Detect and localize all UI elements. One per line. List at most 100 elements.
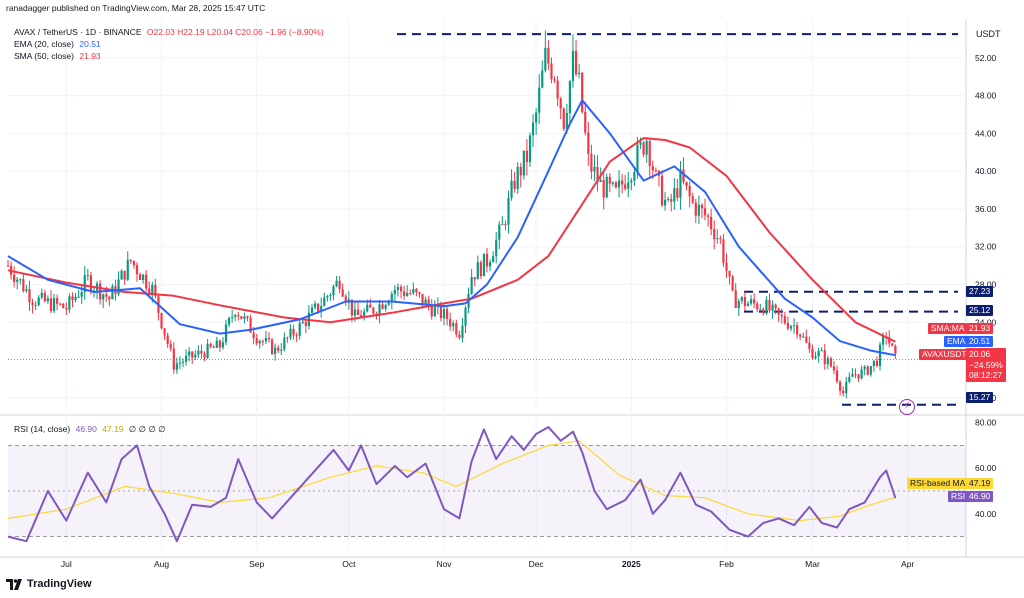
price-axis-tick: 44.00	[975, 128, 997, 138]
rsi-axis-value: 46.90	[966, 491, 994, 502]
candle-body	[498, 224, 501, 240]
rsi-ma-legend-value: 47.19	[102, 424, 124, 434]
tradingview-brand: TradingView	[27, 578, 92, 590]
candle-body	[326, 296, 329, 298]
candle-body	[16, 279, 19, 282]
candle-body	[826, 358, 829, 365]
candle-body	[289, 328, 292, 338]
candle-body	[510, 180, 513, 198]
candle-body	[301, 321, 304, 324]
candle-body	[194, 354, 197, 358]
level-label-1527: 15.27	[966, 392, 994, 403]
candle-body	[363, 311, 366, 318]
candle-body	[445, 309, 449, 319]
candle-body	[56, 298, 59, 304]
candle-body	[191, 351, 194, 358]
candle-body	[430, 305, 433, 317]
candle-body	[559, 98, 562, 109]
candle-body	[71, 296, 74, 301]
publisher-line: ranadagger published on TradingView.com,…	[6, 3, 266, 13]
candle-body	[335, 280, 338, 287]
candle-body	[556, 80, 559, 99]
ema-legend-label: EMA (20, close)	[14, 39, 74, 49]
candle-body	[320, 306, 323, 312]
sma-legend[interactable]: SMA (50, close) 21.93	[14, 51, 101, 62]
price-axis-tick: 48.00	[975, 91, 997, 101]
candle-body	[673, 188, 676, 202]
candle-body	[298, 323, 301, 336]
candle-body	[212, 346, 215, 348]
candle-body	[501, 224, 504, 226]
ema-axis-value: 20.51	[966, 336, 994, 347]
candle-body	[304, 321, 307, 326]
candle-body	[25, 289, 28, 292]
candle-body	[86, 275, 89, 277]
candle-body	[338, 280, 341, 290]
candle-body	[651, 166, 654, 171]
candle-body	[891, 343, 894, 347]
candle-body	[399, 286, 403, 292]
candle-body	[700, 204, 704, 209]
candle-body	[485, 253, 489, 267]
candle-body	[823, 350, 826, 365]
candle-body	[663, 199, 667, 206]
candle-body	[507, 197, 510, 225]
candle-body	[332, 286, 335, 296]
candle-body	[148, 288, 151, 295]
candle-body	[777, 308, 780, 315]
candle-body	[872, 360, 875, 367]
candle-body	[381, 304, 384, 309]
candle-body	[402, 291, 406, 296]
candle-body	[762, 309, 765, 314]
candle-body	[759, 309, 762, 311]
pair-axis-box: 20.06 −24.59% 08:12:27	[966, 348, 1006, 382]
rsi-axis-tick: 80.00	[975, 418, 997, 428]
candle-body	[866, 366, 869, 375]
symbol-title: AVAX / TetherUS · 1D · BINANCE	[14, 27, 142, 37]
candle-body	[221, 342, 225, 348]
candle-body	[46, 298, 50, 302]
candle-body	[108, 296, 111, 300]
candle-body	[525, 150, 529, 163]
candle-body	[286, 337, 289, 339]
candle-body	[246, 316, 249, 318]
candle-body	[688, 186, 691, 197]
candle-body	[261, 341, 264, 343]
candle-body	[209, 343, 212, 347]
symbol-line: AVAX / TetherUS · 1D · BINANCE O22.03 H2…	[14, 27, 324, 38]
candle-body	[771, 304, 774, 311]
candle-body	[627, 182, 630, 189]
candle-body	[786, 323, 790, 329]
candle-body	[676, 188, 679, 198]
candle-body	[614, 182, 618, 188]
candle-body	[384, 304, 387, 309]
candle-body	[854, 374, 857, 376]
candle-body	[513, 180, 516, 189]
rsi-axis-tick: 40.00	[975, 509, 997, 519]
candle-body	[360, 315, 363, 318]
candle-body	[264, 337, 268, 342]
ema-legend-value: 20.51	[79, 39, 101, 49]
candle-body	[697, 204, 700, 216]
candle-body	[621, 180, 624, 185]
tradingview-logo[interactable]: TradingView	[6, 578, 92, 590]
candle-body	[728, 270, 731, 277]
candle-body	[756, 303, 759, 310]
candle-body	[817, 350, 820, 357]
candle-body	[123, 270, 126, 280]
candle-body	[863, 366, 866, 370]
lightning-icon[interactable]: ⚡	[899, 399, 915, 415]
candle-body	[660, 175, 664, 206]
candle-body	[65, 308, 68, 310]
candle-body	[624, 184, 627, 189]
candle-body	[535, 112, 538, 123]
candle-body	[679, 169, 682, 198]
candle-body	[617, 180, 621, 188]
candle-body	[203, 353, 206, 358]
candle-body	[427, 299, 430, 306]
candle-body	[252, 332, 255, 339]
rsi-legend[interactable]: RSI (14, close) 46.90 47.19 ∅ ∅ ∅ ∅	[14, 424, 166, 435]
candle-body	[894, 346, 897, 354]
ema-legend[interactable]: EMA (20, close) 20.51	[14, 39, 101, 50]
currency-label[interactable]: USDT	[976, 29, 1001, 39]
